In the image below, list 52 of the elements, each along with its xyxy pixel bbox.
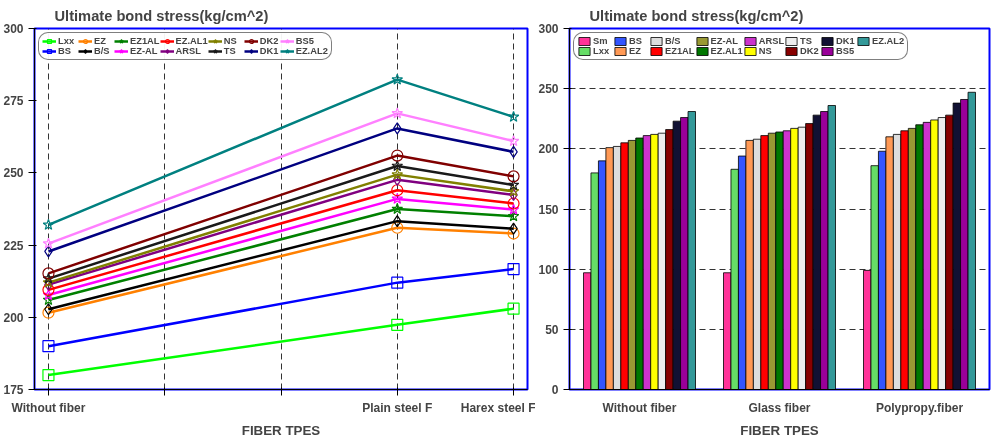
x-tick-label: Without fiber — [602, 400, 677, 415]
chart-title: Ultimate bond stress(kg/cm^2) — [54, 7, 269, 24]
legend-label: Sm — [593, 36, 609, 46]
x-axis-title: FIBER TPES — [740, 422, 819, 438]
legend-label: Lxx — [58, 36, 76, 46]
legend-label: B/S — [94, 46, 111, 56]
chart-title: Ultimate bond stress(kg/cm^2) — [589, 7, 804, 24]
legend-label: EZ.AL1 — [710, 46, 743, 56]
y-tick-label: 100 — [538, 262, 559, 277]
legend-label: DK1 — [259, 46, 280, 56]
y-tick-label: 175 — [3, 383, 24, 397]
x-tick-label: Glass fiber — [748, 400, 811, 415]
legend-label: EZ — [94, 36, 107, 46]
x-axis-title: FIBER TPES — [241, 422, 321, 438]
y-tick-label: 225 — [3, 238, 24, 253]
legend-label: DK2 — [259, 36, 280, 46]
legend-label: DK1 — [836, 36, 856, 46]
x-tick-label: Plain steel F — [362, 400, 433, 415]
legend-label: EZ.AL1 — [175, 36, 208, 46]
legend-label: BS5 — [295, 36, 315, 46]
legend-label: NS — [758, 46, 773, 56]
legend-label: EZ.AL2 — [295, 46, 328, 56]
y-tick-label: 0 — [551, 383, 559, 397]
y-tick-label: 150 — [538, 202, 559, 217]
legend-label: B/S — [665, 36, 682, 46]
y-tick-label: 300 — [538, 22, 559, 36]
x-tick-label: Polypropy.fiber — [875, 400, 964, 415]
legend-label: BS — [629, 36, 643, 46]
legend-label: ARSL — [175, 46, 201, 56]
legend-label: Lxx — [593, 46, 611, 56]
legend-label: EZ.AL2 — [872, 36, 905, 46]
y-tick-label: 50 — [545, 322, 559, 337]
y-tick-label: 250 — [538, 82, 559, 97]
y-tick-label: 250 — [3, 166, 24, 181]
legend-label: BS — [58, 46, 72, 56]
legend-label: EZ-AL — [130, 46, 158, 56]
y-tick-label: 200 — [3, 310, 24, 325]
y-tick-label: 300 — [3, 22, 24, 36]
y-tick-label: 200 — [538, 142, 559, 157]
legend-label: EZ1AL — [665, 46, 695, 56]
legend-label: TS — [800, 36, 813, 46]
legend-label: ARSL — [758, 36, 785, 46]
legend-label: NS — [223, 36, 238, 46]
y-tick-label: 275 — [3, 94, 24, 109]
x-tick-label: Harex steel F — [460, 400, 536, 415]
legend-label: TS — [223, 46, 237, 56]
legend-label: EZ-AL — [710, 36, 739, 46]
x-tick-label: Without fiber — [11, 400, 86, 415]
legend-label: EZ — [629, 46, 642, 56]
legend-label: BS5 — [836, 46, 856, 56]
legend-label: DK2 — [800, 46, 820, 56]
legend-label: EZ1AL — [130, 36, 160, 46]
